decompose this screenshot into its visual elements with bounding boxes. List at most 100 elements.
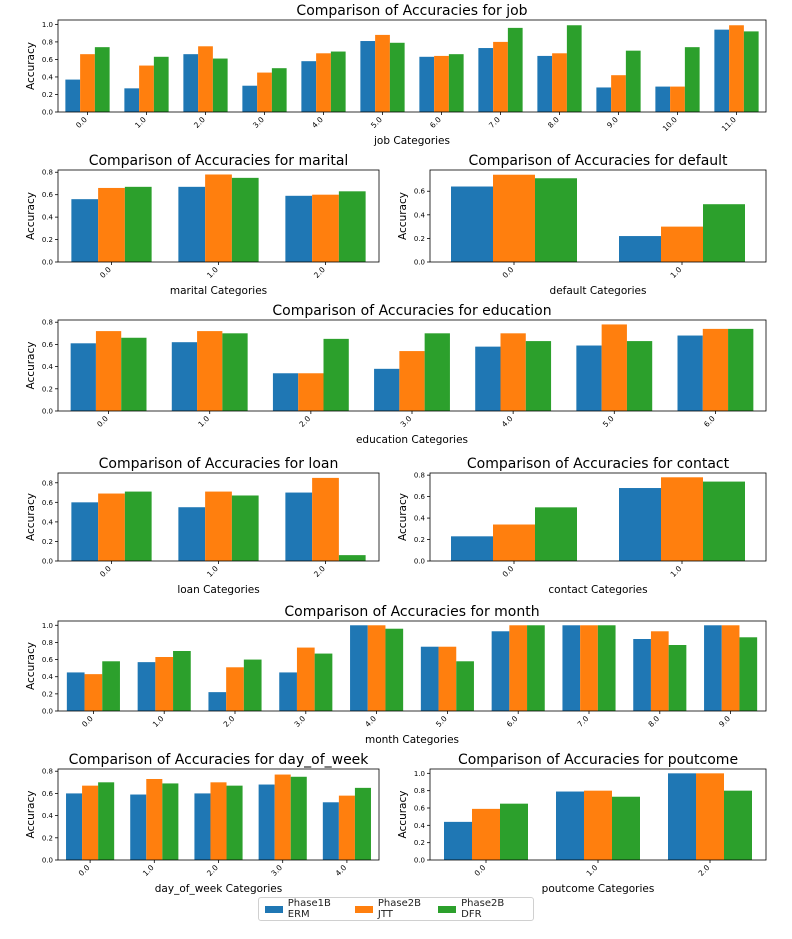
job-bar-phase2b-jtt	[729, 25, 744, 113]
job-bar-phase2b-dfr	[153, 56, 169, 112]
marital-ytick-label: 0.4	[42, 214, 54, 222]
job-bar-phase1b-erm	[478, 48, 494, 112]
month-xtick-label: 5.0	[434, 714, 449, 729]
day_of_week-bar-phase2b-dfr	[354, 787, 371, 860]
day_of_week-bar-phase1b-erm	[66, 793, 83, 860]
default-ylabel: Accuracy	[397, 192, 409, 240]
job-bar-phase2b-jtt	[316, 53, 331, 112]
education-bar-phase1b-erm	[475, 346, 501, 411]
month-bar-phase2b-dfr	[668, 645, 687, 711]
month-ylabel: Accuracy	[25, 642, 37, 690]
job-bar-phase2b-jtt	[434, 55, 449, 112]
month-bar-phase1b-erm	[66, 672, 85, 711]
default-bar-phase1b-erm	[619, 236, 661, 262]
education-ytick-label: 0.8	[42, 319, 53, 327]
job-xtick-label: 7.0	[487, 115, 502, 130]
loan-bar-phase1b-erm	[178, 507, 206, 561]
poutcome-ylabel: Accuracy	[397, 791, 409, 839]
legend-item-jtt: Phase2B JTT	[355, 898, 438, 920]
contact-chart-title: Comparison of Accuracies for contact	[467, 456, 730, 472]
contact-axes-frame	[429, 472, 767, 562]
education-bar-phase2b-dfr	[424, 333, 450, 411]
contact-ylabel: Accuracy	[397, 493, 409, 541]
education-chart-title: Comparison of Accuracies for education	[272, 303, 551, 319]
job-xtick-label: 10.0	[661, 115, 679, 133]
marital-xtick-label: 1.0	[205, 265, 220, 280]
default-xlabel: default Categories	[550, 285, 647, 297]
month-bar-phase2b-dfr	[173, 651, 191, 711]
education-ytick-label: 0.4	[42, 363, 54, 371]
education-bar-phase2b-jtt	[298, 373, 324, 411]
day_of_week-xtick-label: 1.0	[141, 863, 156, 878]
education-bar-phase1b-erm	[576, 345, 602, 411]
loan-xtick-label: 2.0	[312, 564, 327, 579]
job-xtick-label: 1.0	[133, 115, 148, 130]
job-xtick-label: 9.0	[605, 115, 620, 130]
job-xtick-label: 0.0	[74, 115, 89, 130]
poutcome-xtick-label: 0.0	[473, 863, 488, 878]
default-bar-phase1b-erm	[451, 186, 493, 262]
poutcome-chart-title: Comparison of Accuracies for poutcome	[458, 752, 738, 768]
loan-bar-phase2b-jtt	[312, 477, 339, 561]
default-bar-phase2b-jtt	[493, 174, 535, 262]
marital-xlabel: marital Categories	[170, 285, 267, 297]
marital-chart-title: Comparison of Accuracies for marital	[89, 153, 349, 169]
job-bar-phase2b-dfr	[448, 54, 464, 112]
job-xlabel: job Categories	[373, 135, 450, 147]
education-bar-phase1b-erm	[677, 335, 703, 411]
marital-ytick-label: 0.8	[42, 169, 53, 177]
job-bar-phase1b-erm	[124, 88, 140, 112]
education-bar-phase2b-dfr	[728, 328, 754, 411]
contact-ytick-label: 0.8	[414, 472, 425, 480]
job-bar-phase2b-jtt	[493, 41, 508, 112]
job-bar-phase2b-jtt	[670, 86, 685, 112]
month-bar-phase2b-jtt	[367, 625, 386, 711]
month-bar-phase2b-jtt	[580, 625, 598, 711]
month-ytick-label: 0.8	[42, 639, 53, 647]
month-bar-phase2b-jtt	[721, 625, 740, 711]
poutcome-xlabel: poutcome Categories	[542, 883, 655, 895]
month-xtick-label: 4.0	[363, 714, 378, 729]
month-bar-phase2b-jtt	[509, 625, 528, 711]
month-xtick-label: 2.0	[222, 714, 237, 729]
legend-label-dfr: Phase2B DFR	[461, 898, 505, 920]
job-xtick-label: 6.0	[428, 115, 443, 130]
job-bar-phase1b-erm	[714, 29, 730, 113]
poutcome-ytick-label: 0.0	[414, 857, 425, 865]
day_of_week-chart-title: Comparison of Accuracies for day_of_week	[69, 752, 370, 768]
default-bar-phase2b-jtt	[661, 226, 703, 262]
default-ytick-label: 0.6	[414, 188, 426, 196]
job-bar-phase2b-jtt	[139, 65, 154, 112]
marital-ylabel: Accuracy	[25, 192, 37, 240]
marital-bar-phase2b-jtt	[98, 187, 125, 262]
poutcome-bar-phase2b-dfr	[724, 790, 752, 860]
month-bar-phase2b-dfr	[102, 661, 120, 711]
month-bar-phase2b-jtt	[84, 674, 103, 711]
poutcome-bar-phase2b-jtt	[584, 790, 612, 860]
contact-xlabel: contact Categories	[548, 584, 647, 596]
job-bar-phase1b-erm	[360, 41, 376, 112]
job-bar-phase1b-erm	[242, 85, 258, 112]
contact-ytick-label: 0.6	[414, 493, 426, 501]
default-bar-phase2b-dfr	[703, 204, 745, 262]
day_of_week-ytick-label: 0.4	[42, 812, 54, 820]
month-xtick-label: 6.0	[505, 714, 520, 729]
day_of_week-bar-phase2b-jtt	[210, 782, 227, 860]
contact-bar-phase2b-jtt	[661, 477, 703, 561]
loan-ytick-label: 0.2	[42, 538, 53, 546]
month-bar-phase2b-jtt	[438, 646, 457, 711]
contact-ytick-label: 0.4	[414, 515, 426, 523]
job-bar-phase1b-erm	[419, 56, 435, 112]
job-bar-phase2b-jtt	[375, 34, 390, 113]
poutcome-ytick-label: 0.2	[414, 839, 425, 847]
month-bar-phase1b-erm	[279, 672, 297, 711]
month-xtick-label: 1.0	[151, 714, 166, 729]
poutcome-xtick-label: 2.0	[697, 863, 712, 878]
poutcome-bar-phase2b-jtt	[472, 808, 500, 860]
marital-bar-phase2b-jtt	[205, 174, 232, 262]
job-bar-phase2b-jtt	[198, 46, 213, 112]
loan-bar-phase2b-dfr	[231, 495, 259, 561]
month-bar-phase2b-jtt	[155, 657, 174, 711]
month-bar-phase2b-dfr	[597, 625, 616, 711]
